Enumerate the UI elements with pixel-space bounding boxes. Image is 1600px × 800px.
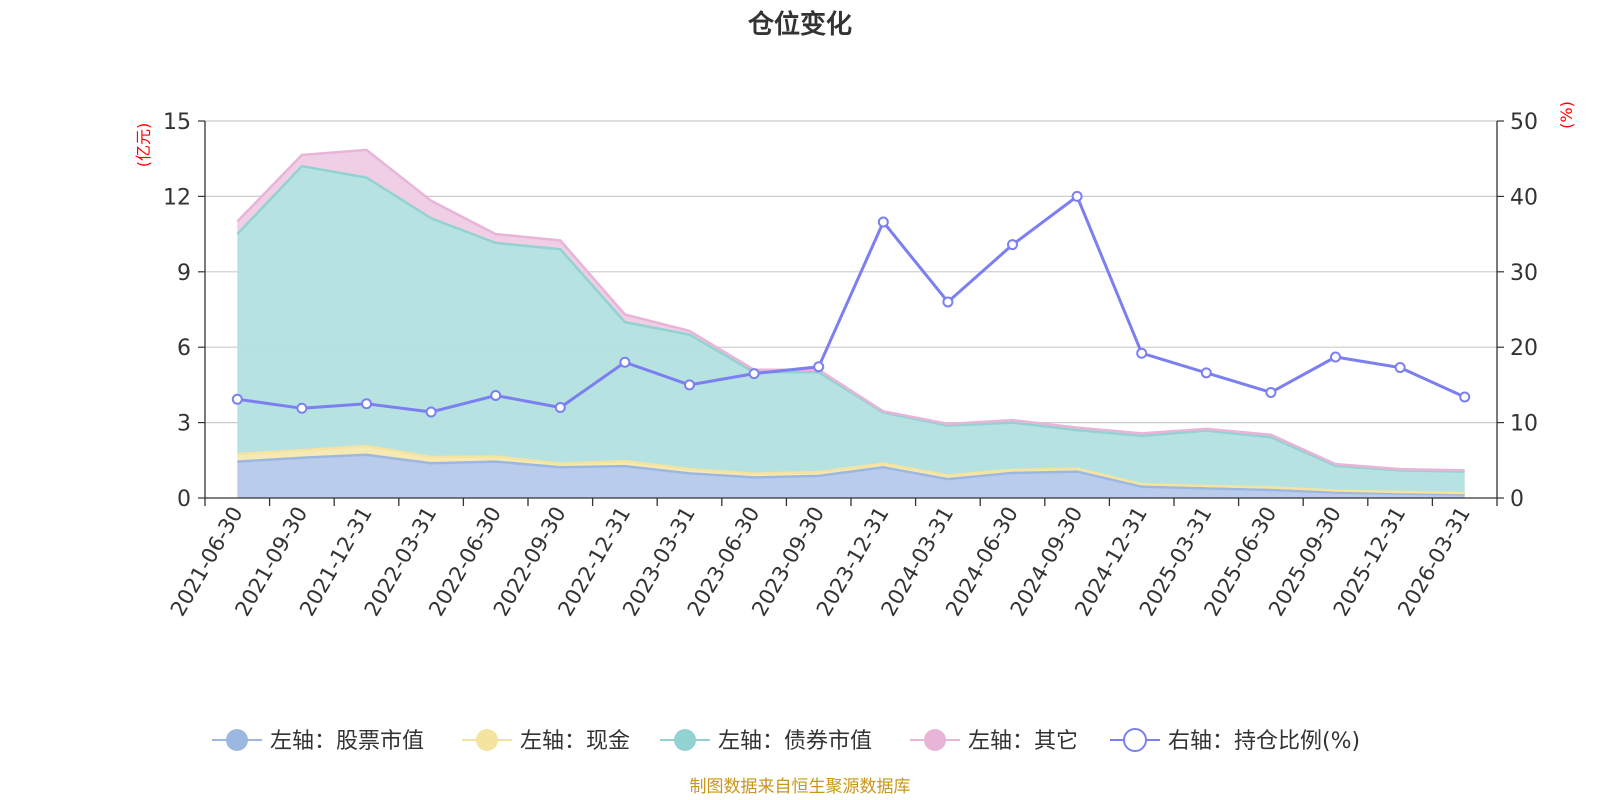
ratio-point	[942, 296, 954, 308]
left-tick-label: 9	[177, 261, 191, 286]
ratio-point	[1200, 367, 1212, 379]
ratio-point	[425, 406, 437, 418]
legend-label: 左轴：现金	[520, 729, 630, 754]
left-tick-label: 15	[163, 110, 191, 135]
right-tick-label: 30	[1510, 261, 1538, 286]
legend-label: 右轴：持仓比例(%)	[1168, 729, 1360, 754]
right-tick-label: 40	[1510, 185, 1538, 210]
legend-label: 左轴：股票市值	[270, 729, 424, 754]
legend-marker	[476, 729, 498, 751]
ratio-point	[1007, 239, 1018, 251]
ratio-point	[813, 361, 825, 373]
left-axis-unit: (亿元)	[134, 123, 153, 168]
area-左轴：债券市值	[237, 166, 1465, 493]
area-edge-左轴：股票市值	[237, 453, 1465, 496]
ratio-point	[748, 368, 760, 380]
ratio-point	[1459, 391, 1471, 403]
legend-marker	[1123, 728, 1147, 752]
area-edge-左轴：债券市值	[236, 164, 1465, 473]
position-ratio-line	[231, 190, 1471, 418]
ratio-point	[684, 379, 695, 391]
left-tick-label: 3	[177, 412, 191, 437]
stacked-areas	[236, 148, 1465, 498]
ratio-point	[619, 356, 631, 368]
ratio-point	[1265, 386, 1277, 398]
ratio-point	[361, 398, 372, 410]
right-tick-label: 10	[1510, 412, 1538, 437]
ratio-point	[1071, 190, 1083, 202]
area-左轴：现金	[237, 446, 1465, 495]
right-tick-label: 50	[1510, 110, 1538, 135]
legend-label: 左轴：其它	[968, 729, 1078, 754]
left-tick-label: 12	[163, 185, 191, 210]
ratio-point	[1136, 347, 1148, 359]
ratio-point	[231, 393, 243, 405]
data-source-note: 制图数据来自恒生聚源数据库	[690, 777, 911, 797]
right-tick-label: 0	[1510, 487, 1524, 512]
ratio-point	[1394, 362, 1406, 374]
right-tick-label: 20	[1510, 336, 1538, 361]
legend-marker	[226, 729, 248, 751]
right-axis-unit: (%)	[1557, 101, 1576, 129]
left-tick-label: 6	[177, 336, 191, 361]
area-edge-左轴：其它	[236, 148, 1465, 472]
area-edge-左轴：现金	[237, 444, 1465, 495]
ratio-point	[296, 402, 308, 414]
legend-marker	[674, 729, 696, 751]
left-tick-label: 0	[177, 487, 191, 512]
ratio-line-path	[237, 194, 1466, 414]
legend: 左轴：股票市值 左轴：现金 左轴：债券市值 左轴：其它 右轴：持仓比例(%)	[212, 728, 1360, 754]
ratio-point	[1330, 351, 1341, 363]
legend-marker	[924, 729, 946, 751]
legend-label: 左轴：债券市值	[718, 729, 872, 754]
chart-title: 仓位变化	[747, 9, 852, 40]
ratio-point	[554, 402, 566, 414]
ratio-point	[877, 216, 889, 228]
ratio-point	[490, 389, 502, 401]
